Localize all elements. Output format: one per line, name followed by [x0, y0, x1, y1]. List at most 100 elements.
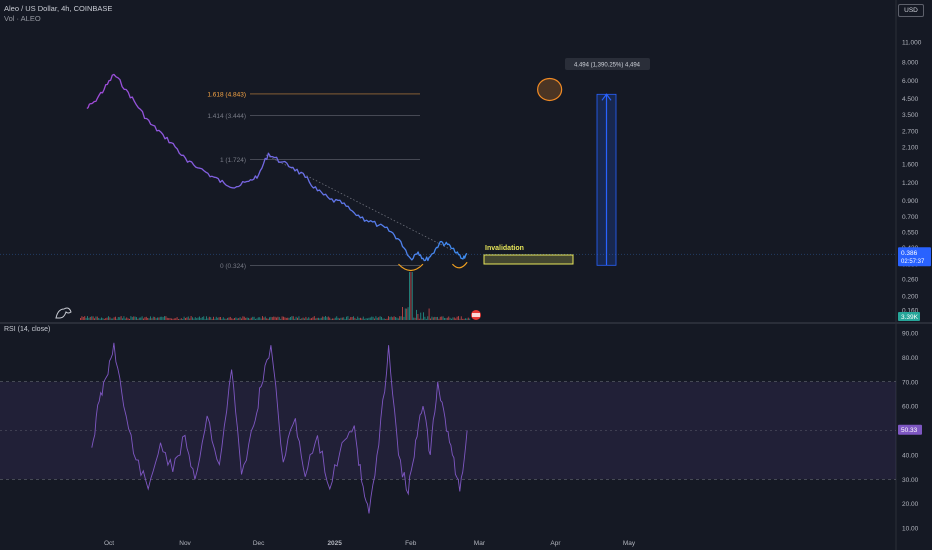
tradingview-logo-icon: [55, 307, 72, 319]
volume-bar: [416, 309, 417, 320]
volume-bar: [425, 318, 427, 320]
volume-bar: [283, 316, 284, 320]
volume-bar: [180, 318, 182, 320]
volume-bar: [183, 316, 185, 320]
volume-bar: [465, 318, 466, 320]
volume-bar: [222, 317, 224, 320]
volume-bar: [437, 316, 438, 320]
volume-bar: [458, 316, 459, 320]
volume-bar: [252, 316, 254, 320]
rsi-line: [91, 342, 468, 514]
volume-bar: [355, 318, 357, 320]
fib-level-label: 1 (1.724): [220, 157, 246, 164]
volume-bar: [185, 318, 186, 320]
fib-level-label: 0 (0.324): [220, 263, 246, 270]
volume-bar: [439, 316, 441, 320]
volume-bar: [94, 318, 95, 320]
volume-bar: [431, 316, 433, 320]
volume-bar: [217, 317, 219, 320]
volume-bar: [157, 317, 158, 320]
volume-bar: [165, 316, 167, 320]
volume-bar: [385, 319, 387, 320]
volume-bar: [136, 317, 137, 320]
volume-bar: [302, 317, 304, 320]
price-tick-label: 0.260: [902, 277, 919, 284]
volume-bar: [435, 317, 437, 320]
rsi-tick-label: 90.00: [902, 331, 919, 338]
volume-bar: [312, 317, 314, 320]
volume-bar: [176, 317, 178, 320]
volume-bar: [399, 316, 401, 320]
volume-bar: [124, 318, 126, 320]
volume-bar: [175, 318, 177, 320]
x-tick-label: Mar: [474, 540, 486, 547]
volume-bar: [280, 318, 282, 320]
volume-bar: [353, 316, 354, 320]
volume-bar: [245, 317, 247, 320]
volume-bar: [445, 318, 447, 320]
volume-bar: [322, 316, 324, 320]
volume-bar: [469, 318, 471, 320]
volume-bar: [281, 316, 283, 320]
measure-label-bg: [565, 58, 650, 70]
volume-bar: [369, 317, 371, 320]
volume-bar: [463, 318, 465, 320]
volume-bar: [466, 318, 468, 320]
volume-bar: [131, 317, 133, 320]
volume-bar: [337, 317, 339, 320]
volume-bar: [130, 316, 132, 320]
measure-arrowhead: [601, 93, 612, 101]
volume-bar: [287, 317, 289, 320]
volume-bar: [364, 318, 366, 320]
volume-bar: [430, 318, 431, 320]
volume-bar: [220, 317, 221, 320]
volume-bar: [346, 316, 347, 320]
rsi-value-label: 50.33: [901, 427, 918, 434]
volume-bar: [358, 318, 360, 320]
volume-bar: [214, 318, 216, 320]
volume-bar: [434, 316, 436, 320]
fib-level-label: 1.618 (4.843): [207, 91, 246, 98]
last-price-label: 0.386: [901, 250, 918, 257]
price-tick-label: 0.550: [902, 229, 919, 236]
volume-bar: [299, 318, 301, 320]
volume-bar: [451, 318, 452, 320]
volume-bar: [143, 318, 144, 320]
volume-bar: [145, 316, 147, 320]
volume-bar: [242, 316, 244, 320]
volume-value: 3.39K: [901, 314, 919, 321]
volume-bar: [103, 318, 105, 320]
volume-bar: [120, 316, 122, 320]
last-price-tag: [898, 247, 931, 267]
volume-bar: [199, 316, 200, 320]
volume-bar: [213, 316, 214, 320]
rsi-tick-label: 40.00: [902, 452, 919, 459]
volume-bar: [348, 318, 350, 320]
volume-bar: [271, 317, 273, 320]
volume-bar: [241, 318, 242, 320]
volume-bar: [190, 316, 192, 320]
currency-button[interactable]: USD: [898, 4, 924, 17]
volume-bar: [138, 317, 140, 320]
volume-bar: [249, 318, 251, 320]
volume-bar: [194, 317, 196, 320]
volume-bar: [96, 316, 98, 320]
price-tick-label: 0.900: [902, 198, 919, 205]
volume-bar: [108, 316, 109, 320]
volume-bar: [383, 318, 385, 320]
volume-bar: [263, 317, 265, 320]
volume-bar: [117, 317, 119, 320]
volume-bar: [396, 317, 398, 320]
rsi-value-tag: [898, 424, 922, 435]
price-tick-label: 0.200: [902, 293, 919, 300]
volume-bar: [227, 317, 228, 320]
volume-bar: [411, 272, 413, 320]
volume-bar: [428, 308, 430, 320]
volume-bar: [162, 317, 164, 320]
volume-bar: [98, 318, 100, 320]
volume-bar: [234, 318, 235, 320]
x-tick-label: Dec: [253, 540, 265, 547]
volume-bar: [229, 316, 231, 320]
volume-bar: [253, 316, 255, 320]
